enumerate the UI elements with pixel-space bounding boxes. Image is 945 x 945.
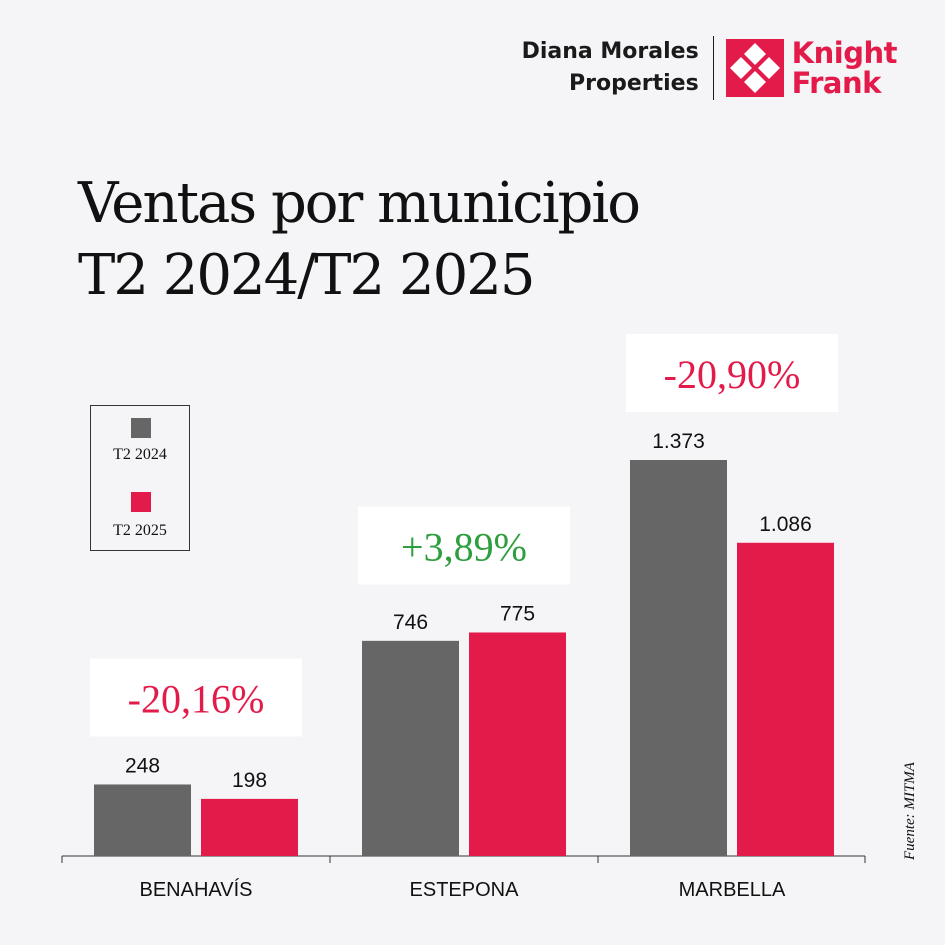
knight-frank-wordmark: Knight Frank — [791, 36, 898, 100]
data-label: 775 — [500, 602, 535, 625]
data-label: 1.086 — [759, 513, 812, 536]
partner-name: Diana Morales Properties — [522, 36, 714, 100]
bar-t2-2025-0 — [201, 798, 298, 856]
legend-label-t2-2025: T2 2025 — [113, 522, 167, 539]
change-box — [358, 506, 570, 585]
change-label: -20,90% — [664, 352, 801, 397]
change-label: -20,16% — [128, 676, 265, 721]
bar-t2-2025-2 — [737, 542, 834, 856]
data-label: 248 — [125, 754, 160, 777]
x-tick-label: BENAHAVÍS — [140, 878, 253, 901]
partner-name-line2: Properties — [568, 71, 699, 96]
x-tick-label: MARBELLA — [679, 879, 786, 901]
bar-t2-2024-1 — [362, 640, 459, 856]
knight-frank-logo: Knight Frank — [725, 36, 898, 100]
data-label: 1.373 — [652, 430, 705, 453]
legend-label-t2-2024: T2 2024 — [113, 446, 167, 463]
title-line2: T2 2024/T2 2025 — [78, 243, 535, 308]
bar-t2-2024-0 — [94, 784, 191, 856]
source-note: Fuente: MITMA — [902, 762, 918, 860]
kf-line1: Knight — [791, 36, 898, 70]
brand-header: Diana Morales Properties Knight Frank — [522, 36, 898, 100]
change-box — [626, 334, 838, 412]
chart-legend: T2 2024 T2 2025 — [90, 405, 190, 551]
partner-name-line1: Diana Morales — [521, 39, 699, 64]
title-line1: Ventas por municipio — [78, 171, 641, 236]
legend-swatch-t2-2024 — [131, 418, 151, 438]
change-box — [90, 658, 302, 737]
knight-frank-mark-icon — [725, 39, 784, 97]
data-label: 198 — [232, 769, 267, 792]
page-title: Ventas por municipio T2 2024/T2 2025 — [78, 168, 641, 312]
bar-t2-2024-2 — [630, 460, 727, 856]
x-tick-label: ESTEPONA — [410, 879, 520, 901]
change-label: +3,89% — [401, 524, 527, 569]
bar-t2-2025-1 — [469, 632, 566, 856]
data-label: 746 — [393, 611, 428, 634]
kf-line2: Frank — [791, 66, 882, 100]
legend-swatch-t2-2025 — [131, 492, 151, 512]
